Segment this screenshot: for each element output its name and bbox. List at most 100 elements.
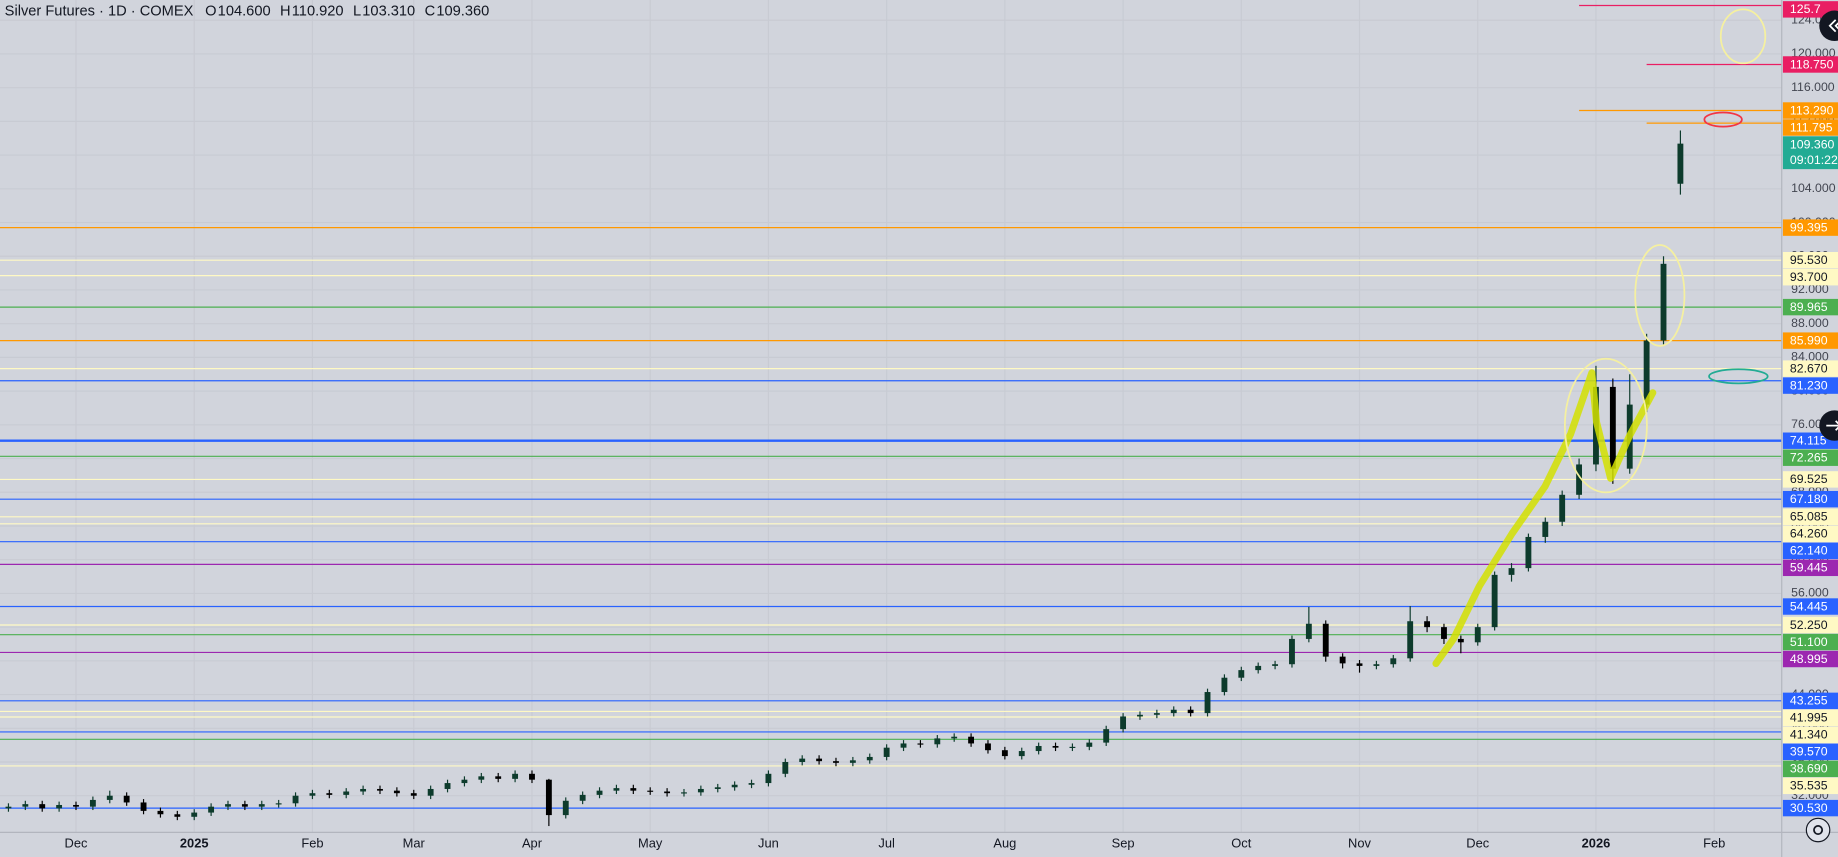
candle-body xyxy=(1035,745,1042,752)
y-tick-label: 84.000 xyxy=(1791,350,1829,364)
highlight-stroke xyxy=(1432,369,1657,668)
candle-body xyxy=(1457,638,1464,643)
candle-body xyxy=(1407,621,1414,659)
price-label: 67.180 xyxy=(1790,492,1828,506)
price-label-bg xyxy=(1782,269,1838,286)
price-label: 52.250 xyxy=(1790,618,1828,632)
candle-body xyxy=(1322,623,1329,657)
price-label-bg xyxy=(1782,709,1838,727)
candle-body xyxy=(1643,340,1650,405)
candle-body xyxy=(461,779,468,784)
x-tick-label: Nov xyxy=(1348,836,1371,851)
price-label: 111.795 xyxy=(1790,120,1833,134)
price-label: 99.395 xyxy=(1790,220,1828,234)
candle-body xyxy=(714,787,721,789)
x-tick-label: Sep xyxy=(1112,836,1135,851)
candle-body xyxy=(1373,664,1380,666)
candle-body xyxy=(562,800,569,816)
candle-body xyxy=(1356,663,1363,666)
candle-body xyxy=(1120,716,1127,730)
candle-body xyxy=(630,788,637,791)
candle-body xyxy=(512,773,519,779)
price-label-bg xyxy=(1782,360,1838,377)
price-label-bg xyxy=(1782,508,1838,526)
candle-body xyxy=(1204,692,1211,714)
x-tick-label: 2026 xyxy=(1582,836,1611,851)
price-label-bg xyxy=(1782,559,1838,577)
candle-body xyxy=(73,804,79,807)
candle-body xyxy=(1001,750,1008,757)
candle-body xyxy=(664,791,671,794)
ellipse xyxy=(1719,8,1767,65)
y-tick-label: 56.000 xyxy=(1791,586,1829,600)
candle-body xyxy=(579,794,586,801)
candle-body xyxy=(1576,464,1583,495)
price-label-bg xyxy=(1782,490,1838,508)
candle-body xyxy=(1542,521,1549,537)
candle-body xyxy=(225,804,231,807)
candle-body xyxy=(849,760,856,763)
price-label: 85.990 xyxy=(1790,333,1828,347)
candle-body xyxy=(731,784,738,788)
price-label: 65.085 xyxy=(1790,510,1828,524)
x-tick-label: Jul xyxy=(878,836,894,851)
ellipse xyxy=(1634,244,1686,347)
y-tick-label: 88.000 xyxy=(1791,316,1829,330)
price-label: 59.445 xyxy=(1790,561,1828,575)
candle-body xyxy=(934,738,941,745)
ohlc-value: 109.360 xyxy=(436,4,489,20)
candle-body xyxy=(343,791,350,795)
candle-body xyxy=(1052,745,1059,748)
candle-body xyxy=(1491,574,1498,628)
last-price-label: 109.360 xyxy=(1790,137,1835,151)
candle-body xyxy=(1305,623,1312,639)
candle-body xyxy=(985,743,991,751)
candle-body xyxy=(191,812,198,817)
candle-body xyxy=(444,783,451,789)
candle-body xyxy=(1609,386,1616,469)
candle-body xyxy=(1441,627,1447,639)
drawings xyxy=(1432,8,1769,668)
price-label-bg xyxy=(1782,542,1838,560)
candle-body xyxy=(748,783,755,785)
candle-body xyxy=(1677,143,1684,184)
candle-body xyxy=(833,761,839,763)
price-label: 125.7 xyxy=(1790,2,1821,16)
x-tick-label: Apr xyxy=(522,836,543,851)
candle-body xyxy=(1390,658,1397,665)
candle-body xyxy=(816,758,823,762)
candle-body xyxy=(1153,713,1160,715)
price-label-bg xyxy=(1782,377,1838,394)
candle-body xyxy=(1018,751,1025,757)
candle-body xyxy=(545,779,552,816)
icon xyxy=(1813,825,1824,836)
candle-body xyxy=(1187,709,1194,714)
candle-body xyxy=(968,736,975,744)
ohlc-label: O xyxy=(205,4,216,20)
candle-body xyxy=(1424,621,1431,628)
price-label-bg xyxy=(1782,777,1838,795)
levels xyxy=(0,4,1782,809)
candle-body xyxy=(1559,494,1566,522)
candle-body xyxy=(1660,263,1667,341)
candle-body xyxy=(1221,677,1228,693)
ellipse xyxy=(1563,357,1648,494)
candle-body xyxy=(292,795,299,804)
price-label-bg xyxy=(1782,743,1838,761)
candle-body xyxy=(1272,664,1279,666)
price-label-bg xyxy=(1782,616,1838,634)
candle-body xyxy=(360,788,367,792)
candle-body xyxy=(258,804,265,807)
candle-body xyxy=(495,776,502,779)
countdown: 09:01:22 xyxy=(1790,153,1838,167)
candle-body xyxy=(123,795,130,803)
candle-body xyxy=(410,793,417,796)
price-label-bg xyxy=(1782,56,1838,73)
price-label-bg xyxy=(1782,633,1838,651)
candle-body xyxy=(765,773,772,784)
candle-body xyxy=(1238,670,1245,678)
settings-button[interactable] xyxy=(1805,817,1831,843)
price-label-bg xyxy=(1782,692,1838,710)
ellipse xyxy=(1703,111,1743,128)
